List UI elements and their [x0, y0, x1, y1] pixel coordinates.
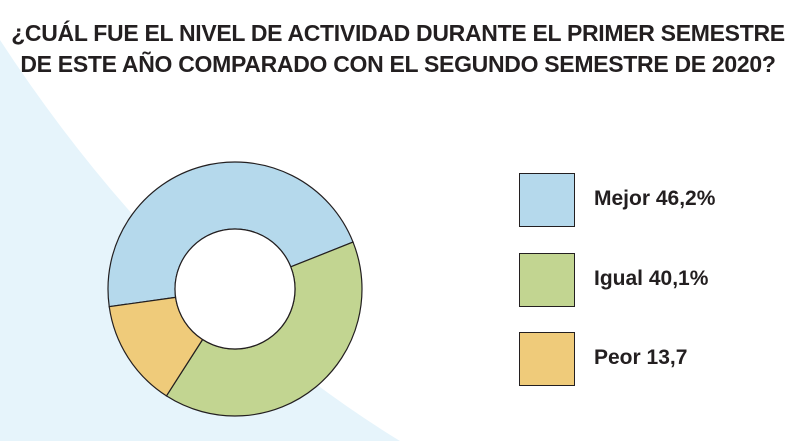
- legend-swatch-igual: [519, 253, 575, 307]
- legend-swatch-mejor: [519, 173, 575, 227]
- legend-item-igual: Igual 40,1%: [519, 253, 769, 309]
- legend-label-mejor: Mejor 46,2%: [594, 187, 715, 211]
- legend-item-mejor: Mejor 46,2%: [519, 173, 769, 229]
- legend-label-igual: Igual 40,1%: [594, 267, 708, 291]
- legend-item-peor: Peor 13,7: [519, 332, 769, 388]
- legend-swatch-peor: [519, 332, 575, 386]
- legend-label-peor: Peor 13,7: [594, 346, 687, 370]
- donut-hole: [175, 229, 295, 349]
